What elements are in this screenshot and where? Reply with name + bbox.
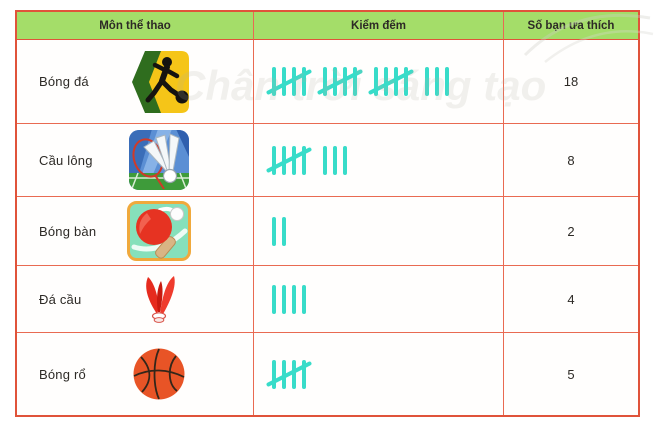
sport-name: Bóng rổ (39, 366, 86, 382)
row-dacau-sport: Đá cầu (17, 266, 254, 333)
row-basketball-tally (254, 333, 504, 415)
tally-tick (282, 145, 286, 175)
tally-tick (343, 67, 347, 96)
tally-tick (272, 284, 276, 314)
tally-tick (323, 145, 327, 175)
row-badminton-count: 8 (504, 124, 638, 197)
tally-tick (302, 359, 306, 389)
header-sport: Môn thể thao (17, 12, 254, 40)
tally-tick (282, 359, 286, 389)
count-value: 8 (567, 152, 575, 168)
tally-tick (272, 67, 276, 96)
tally-tick (425, 67, 429, 96)
tally-tick (272, 145, 276, 175)
tally-group (323, 67, 357, 96)
row-football-tally (254, 40, 504, 124)
badminton-icon (123, 125, 195, 195)
tally-tick (302, 67, 306, 96)
tally-group (272, 359, 306, 389)
header-count-label: Số bạn ưa thích (527, 19, 615, 32)
sport-name: Đá cầu (39, 291, 82, 307)
tally-group (272, 216, 286, 246)
tally-tick (404, 67, 408, 96)
tally-tick (323, 67, 327, 96)
tally-tick (292, 284, 296, 314)
basketball-icon (123, 339, 195, 409)
row-badminton-tally (254, 124, 504, 197)
count-value: 18 (563, 74, 579, 89)
row-dacau-count: 4 (504, 266, 638, 333)
tally-tick (384, 67, 388, 96)
header-sport-label: Môn thể thao (99, 19, 171, 32)
row-tabletennis-sport: Bóng bàn (17, 197, 254, 266)
tally-tick (292, 359, 296, 389)
tally-group (425, 67, 449, 96)
tally-tick (282, 284, 286, 314)
count-value: 5 (567, 366, 575, 382)
header-tally: Kiểm đếm (254, 12, 504, 40)
table-tennis-icon (123, 196, 195, 266)
tally-tick (394, 67, 398, 96)
sport-name: Bóng đá (39, 74, 89, 89)
sport-name: Bóng bàn (39, 223, 97, 239)
tally-tick (292, 67, 296, 96)
row-dacau-tally (254, 266, 504, 333)
sport-name: Cầu lông (39, 152, 93, 168)
tally-group (272, 67, 306, 96)
tally-tick (333, 67, 337, 96)
row-football-count: 18 (504, 40, 638, 124)
tally-tick (343, 145, 347, 175)
tally-tick (282, 67, 286, 96)
tally-group (272, 284, 306, 314)
count-value: 2 (567, 223, 575, 239)
row-football-sport: Bóng đá (17, 40, 254, 124)
tally-tick (272, 359, 276, 389)
tally-tick (333, 145, 337, 175)
tally-group (374, 67, 408, 96)
row-badminton-sport: Cầu lông (17, 124, 254, 197)
row-basketball-count: 5 (504, 333, 638, 415)
header-tally-label: Kiểm đếm (351, 19, 406, 32)
tally-tick (435, 67, 439, 96)
tally-tick (292, 145, 296, 175)
tally-tick (282, 216, 286, 246)
tally-tick (445, 67, 449, 96)
tally-tick (272, 216, 276, 246)
football-icon (123, 47, 195, 117)
shuttlecock-icon (123, 264, 195, 334)
tally-tick (374, 67, 378, 96)
tally-group (272, 145, 306, 175)
tally-tick (302, 145, 306, 175)
row-basketball-sport: Bóng rổ (17, 333, 254, 415)
tally-tick (302, 284, 306, 314)
tally-tick (353, 67, 357, 96)
row-tabletennis-count: 2 (504, 197, 638, 266)
row-tabletennis-tally (254, 197, 504, 266)
tally-table: Môn thể thao Kiểm đếm Số bạn ưa thích Bó… (15, 10, 640, 417)
header-count: Số bạn ưa thích (504, 12, 638, 40)
count-value: 4 (567, 291, 575, 307)
tally-group (323, 145, 347, 175)
